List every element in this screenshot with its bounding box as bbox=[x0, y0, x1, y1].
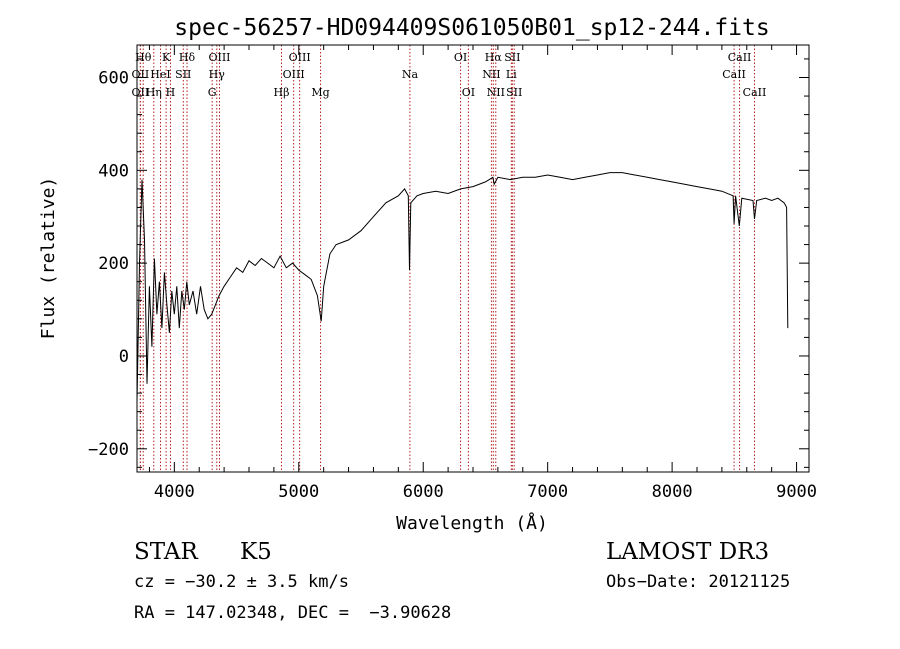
line-label: OI bbox=[462, 86, 475, 99]
emission-lines bbox=[139, 45, 755, 472]
line-label: SII bbox=[175, 68, 191, 81]
line-label: Hη bbox=[146, 86, 162, 99]
line-label: OIII bbox=[208, 51, 230, 64]
line-label: NII bbox=[487, 86, 505, 99]
line-label: G bbox=[208, 86, 217, 99]
x-tick-label: 9000 bbox=[776, 482, 817, 502]
y-tick-label: 400 bbox=[98, 161, 129, 181]
obs-date: Obs−Date: 20121125 bbox=[606, 572, 791, 592]
line-label: CaII bbox=[722, 68, 746, 81]
redshift-text: cz = −30.2 ± 3.5 km/s bbox=[134, 572, 349, 592]
x-axis-label: Wavelength (Å) bbox=[396, 512, 548, 534]
object-class: STAR bbox=[134, 539, 198, 565]
x-tick-label: 4000 bbox=[154, 482, 195, 502]
x-tick-label: 8000 bbox=[652, 482, 693, 502]
survey-name: LAMOST DR3 bbox=[606, 539, 770, 565]
line-label: Li bbox=[506, 68, 517, 81]
line-label: Hθ bbox=[135, 51, 152, 64]
chart-title: spec-56257-HD094409S061050B01_sp12-244.f… bbox=[174, 15, 769, 41]
y-axis-label: Flux (relative) bbox=[38, 177, 59, 340]
line-label: Hβ bbox=[274, 86, 290, 99]
spectrum-series-line bbox=[136, 172, 789, 403]
plot-frame bbox=[136, 44, 810, 473]
line-label: K bbox=[162, 51, 171, 64]
line-label: OIII bbox=[283, 68, 305, 81]
object-subclass: K5 bbox=[240, 539, 272, 565]
line-label: Na bbox=[402, 68, 419, 81]
line-label: Hδ bbox=[179, 51, 196, 64]
line-label: H bbox=[166, 86, 176, 99]
line-label: Hα bbox=[485, 51, 503, 64]
line-label: OII bbox=[132, 68, 150, 81]
y-tick-label: −200 bbox=[88, 440, 129, 460]
x-tick-label: 6000 bbox=[403, 482, 444, 502]
y-tick-label: 0 bbox=[119, 347, 129, 367]
line-label: SII bbox=[504, 51, 520, 64]
x-tick-label: 5000 bbox=[278, 482, 319, 502]
line-label: Mg bbox=[311, 86, 329, 99]
line-label: NII bbox=[482, 68, 500, 81]
line-label: CaII bbox=[728, 51, 752, 64]
line-label: CaII bbox=[743, 86, 767, 99]
line-label: OI bbox=[454, 51, 467, 64]
coordinates-text: RA = 147.02348, DEC = −3.90628 bbox=[134, 603, 452, 623]
axis-ticks: 4000 5000 6000 7000 8000 9000 −200 0 200 400 600 bbox=[88, 45, 817, 502]
line-label: Hγ bbox=[209, 68, 226, 81]
line-label: HeI bbox=[150, 68, 170, 81]
y-tick-label: 600 bbox=[98, 68, 129, 88]
line-label: OIII bbox=[289, 51, 311, 64]
line-label: SII bbox=[506, 86, 522, 99]
line-label: OII bbox=[132, 86, 150, 99]
x-tick-label: 7000 bbox=[527, 482, 568, 502]
y-tick-label: 200 bbox=[98, 254, 129, 274]
